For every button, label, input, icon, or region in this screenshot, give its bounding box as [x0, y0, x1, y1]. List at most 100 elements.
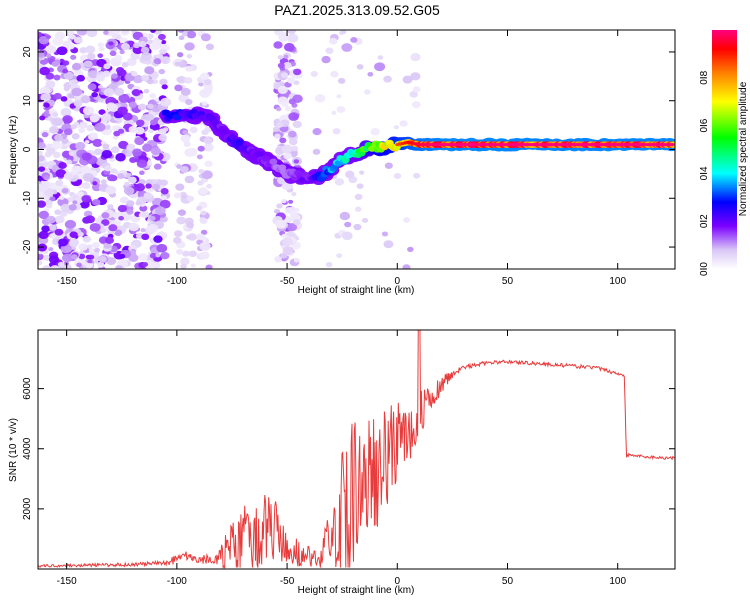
heatmap-cell: [51, 60, 60, 67]
x-tick-label: 0: [394, 276, 400, 287]
heatmap-cell: [276, 122, 284, 128]
heatmap-cell: [286, 183, 294, 190]
heatmap-cell: [276, 107, 282, 112]
heatmap-cell: [147, 223, 159, 233]
heatmap-cell: [403, 217, 411, 223]
heatmap-cell: [273, 41, 283, 49]
heatmap-cell: [92, 242, 100, 249]
y-tick-label: 20: [22, 46, 33, 58]
heatmap-cell: [144, 66, 155, 75]
heatmap-cell: [281, 144, 293, 154]
heatmap-cell: [38, 230, 49, 240]
heatmap-cell: [94, 122, 106, 132]
heatmap-cell: [156, 243, 168, 253]
heatmap-cell: [310, 71, 318, 77]
heatmap-cell: [127, 176, 137, 184]
heatmap-cell: [105, 185, 117, 195]
heatmap-cell: [186, 30, 197, 39]
x-tick-label: 0: [394, 576, 400, 587]
heatmap-cell: [361, 217, 369, 223]
heatmap-cell: [367, 71, 374, 77]
heatmap-cell: [158, 48, 167, 55]
y-tick-label: 6000: [22, 377, 33, 400]
x-tick-label: -50: [280, 576, 295, 587]
heatmap-cell: [293, 207, 300, 213]
heatmap-cell: [135, 200, 142, 206]
heatmap-cell: [48, 255, 60, 264]
heatmap-cell: [393, 173, 402, 179]
y-tick-label: 2000: [22, 497, 33, 520]
heatmap-cell: [150, 30, 156, 33]
heatmap-cell: [89, 222, 101, 232]
heatmap-cell: [288, 199, 294, 204]
heatmap-cell: [289, 211, 299, 219]
heatmap-cell: [46, 147, 56, 155]
heatmap-cell: [329, 37, 338, 45]
heatmap-cell: [57, 261, 65, 268]
heatmap-cell: [410, 72, 421, 81]
heatmap-cell: [103, 63, 111, 70]
heatmap-cell: [277, 62, 285, 69]
heatmap-cell: [38, 210, 50, 220]
heatmap-cell: [63, 172, 74, 180]
heatmap-cell: [283, 61, 292, 69]
heatmap-cell: [272, 126, 280, 132]
heatmap-cell: [45, 203, 53, 209]
heatmap-cell: [101, 212, 110, 219]
heatmap-cell: [62, 60, 70, 66]
heatmap-cell: [201, 170, 213, 180]
x-tick-label: 50: [502, 576, 514, 587]
heatmap-cell: [81, 152, 93, 161]
heatmap-cell: [341, 231, 353, 241]
heatmap-cell: [131, 30, 138, 33]
heatmap-cell: [136, 159, 148, 168]
heatmap-cell: [135, 119, 145, 127]
heatmap-cell: [137, 103, 147, 111]
heatmap-cell: [115, 265, 123, 269]
heatmap-cell: [140, 228, 146, 233]
heatmap-cell: [280, 72, 289, 79]
heatmap-cell: [180, 257, 190, 266]
heatmap-cell: [97, 42, 105, 48]
heatmap-cell: [43, 102, 50, 108]
heatmap-cell: [282, 246, 294, 256]
heatmap-cell: [345, 170, 355, 179]
heatmap-cell: [126, 200, 135, 207]
heatmap-cell: [185, 65, 193, 72]
heatmap-cell: [87, 52, 96, 60]
heatmap-cell: [221, 129, 230, 136]
heatmap-cell: [94, 247, 100, 253]
heatmap-cell: [121, 61, 129, 68]
heatmap-cell: [70, 54, 77, 60]
heatmap-cell: [50, 265, 60, 269]
heatmap-cell: [374, 62, 386, 72]
heatmap-cell: [334, 178, 345, 186]
heatmap-cell: [83, 60, 93, 68]
heatmap-cell: [117, 128, 125, 134]
heatmap-cell: [78, 121, 88, 129]
heatmap-cell: [199, 217, 207, 223]
heatmap-cell: [62, 68, 69, 74]
heatmap-cell: [292, 68, 302, 76]
heatmap-cell: [41, 132, 49, 138]
heatmap-cell: [117, 173, 125, 180]
heatmap-cell: [89, 115, 99, 123]
heatmap-cell: [141, 76, 149, 82]
heatmap-cell: [100, 228, 107, 233]
heatmap-cell: [384, 162, 393, 169]
heatmap-cell: [87, 259, 93, 264]
heatmap-cell: [104, 236, 114, 244]
heatmap-cell: [88, 254, 95, 260]
heatmap-cell: [413, 172, 421, 179]
heatmap-cell: [187, 233, 197, 241]
heatmap-cell: [41, 225, 51, 233]
heatmap-cell: [204, 160, 213, 168]
heatmap-cell: [269, 158, 278, 165]
heatmap-cell: [131, 89, 141, 97]
heatmap-cell: [51, 117, 63, 127]
heatmap-cell: [103, 88, 115, 97]
heatmap-cell: [411, 101, 421, 109]
heatmap-cell: [119, 49, 125, 55]
heatmap-cell: [160, 39, 167, 45]
